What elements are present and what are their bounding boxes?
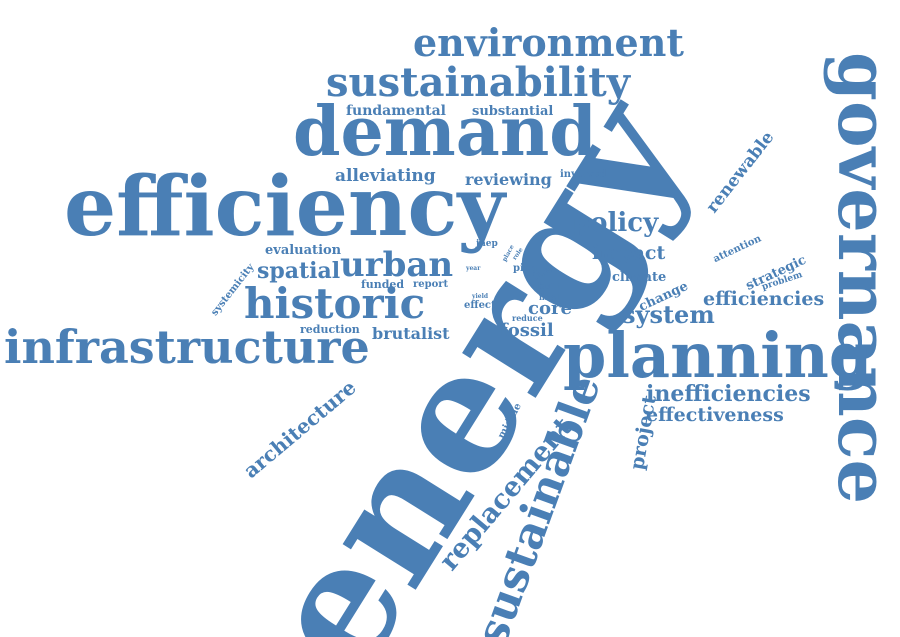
word-demand: demand [293, 92, 597, 172]
word-fossil: fossil [500, 320, 554, 341]
word-efficiencies: efficiencies [703, 288, 825, 310]
word-system: system [622, 300, 715, 329]
word-efficiency: efficiency [64, 159, 506, 255]
word-inefficiencies: inefficiencies [646, 381, 811, 407]
word-project: project [626, 393, 661, 472]
word-reduction: reduction [300, 323, 360, 336]
word-report: report [413, 279, 449, 290]
word-reduce: reduce [512, 313, 543, 323]
word-substantial: substantial [472, 104, 554, 119]
word-effectiveness: effectiveness [646, 404, 784, 426]
word-sustainability: sustainability [326, 59, 630, 106]
word-brutalist: brutalist [372, 324, 450, 343]
word-infrastructure: infrastructure [4, 320, 370, 374]
word-final: final [539, 292, 559, 302]
word-built: built [538, 282, 562, 292]
word-year: year [466, 265, 481, 272]
word-attention: attention [711, 233, 764, 266]
word-urban: urban [340, 245, 454, 285]
word-impact: impact [592, 242, 666, 264]
word-core: core [528, 298, 572, 319]
word-reviewing: reviewing [465, 170, 552, 189]
word-involved: involved [560, 169, 607, 180]
word-environment: environment [413, 20, 684, 65]
word-jhep: jhep [476, 239, 498, 249]
word-effect: effect [464, 300, 496, 311]
word-planning: planning [563, 319, 873, 392]
word-policy: policy [572, 208, 659, 238]
word-historic: historic [244, 279, 426, 328]
word-governance: governance [822, 52, 900, 505]
word-evaluation: evaluation [265, 243, 342, 258]
word-yield: yield [472, 293, 489, 300]
word-climate: climate [612, 270, 667, 285]
word-fundamental: fundamental [346, 103, 446, 119]
word-pich: pich [513, 263, 538, 274]
word-spatial: spatial [257, 258, 341, 284]
word-funded: funded [361, 278, 405, 291]
word-alleviating: alleviating [335, 166, 436, 186]
